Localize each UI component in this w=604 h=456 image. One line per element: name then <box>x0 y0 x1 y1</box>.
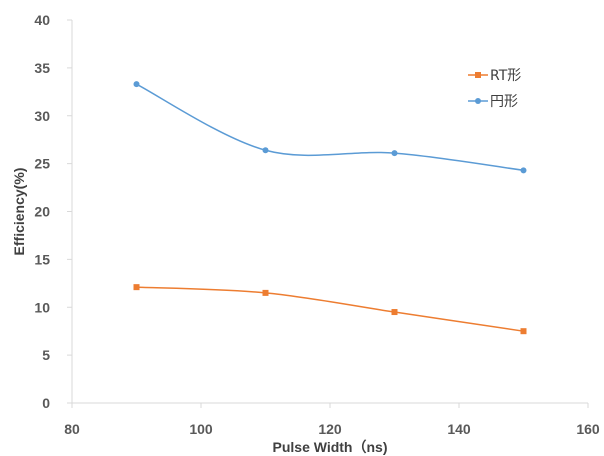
data-point-1-1 <box>262 147 269 154</box>
y-tick-label-2: 10 <box>34 299 50 315</box>
x-tick-label-1: 100 <box>189 421 213 437</box>
data-point-0-0 <box>133 284 140 291</box>
x-tick-label-2: 120 <box>318 421 342 437</box>
y-tick-label-8: 40 <box>34 12 50 28</box>
data-point-1-2 <box>391 150 398 157</box>
series-line-1 <box>136 83 524 172</box>
series-1 <box>133 81 527 174</box>
series-line-0 <box>136 286 524 332</box>
y-tick-label-3: 15 <box>34 251 50 267</box>
y-tick-label-4: 20 <box>34 204 50 220</box>
data-point-0-2 <box>391 309 398 316</box>
legend-swatch-marker-0 <box>475 72 481 78</box>
legend-swatch-marker-1 <box>475 98 481 104</box>
y-tick-labels: 0 5 10 15 20 25 30 35 40 <box>34 12 50 411</box>
series-layer <box>133 81 527 335</box>
x-tick-label-4: 160 <box>576 421 600 437</box>
data-point-0-3 <box>520 328 527 335</box>
x-axis-title: Pulse Width（ns) <box>273 439 388 455</box>
y-tick-label-0: 0 <box>42 395 50 411</box>
legend-item-0: RT形 <box>468 68 521 84</box>
y-tick-label-7: 35 <box>34 60 50 76</box>
y-tick-label-5: 25 <box>34 156 50 172</box>
y-tick-label-1: 5 <box>42 347 50 363</box>
legend-label-1: 円形 <box>490 94 518 110</box>
x-tick-label-3: 140 <box>447 421 471 437</box>
y-axis-title: Efficiency(%) <box>11 168 27 256</box>
data-point-0-1 <box>262 289 269 296</box>
legend-item-1: 円形 <box>468 94 518 110</box>
legend-label-0: RT形 <box>490 68 521 84</box>
axes <box>67 19 589 408</box>
data-point-1-3 <box>520 167 527 174</box>
x-tick-label-0: 80 <box>64 421 80 437</box>
data-point-1-0 <box>133 81 140 88</box>
x-tick-labels: 80 100 120 140 160 <box>64 421 600 437</box>
y-tick-label-6: 30 <box>34 108 50 124</box>
series-0 <box>133 284 527 335</box>
